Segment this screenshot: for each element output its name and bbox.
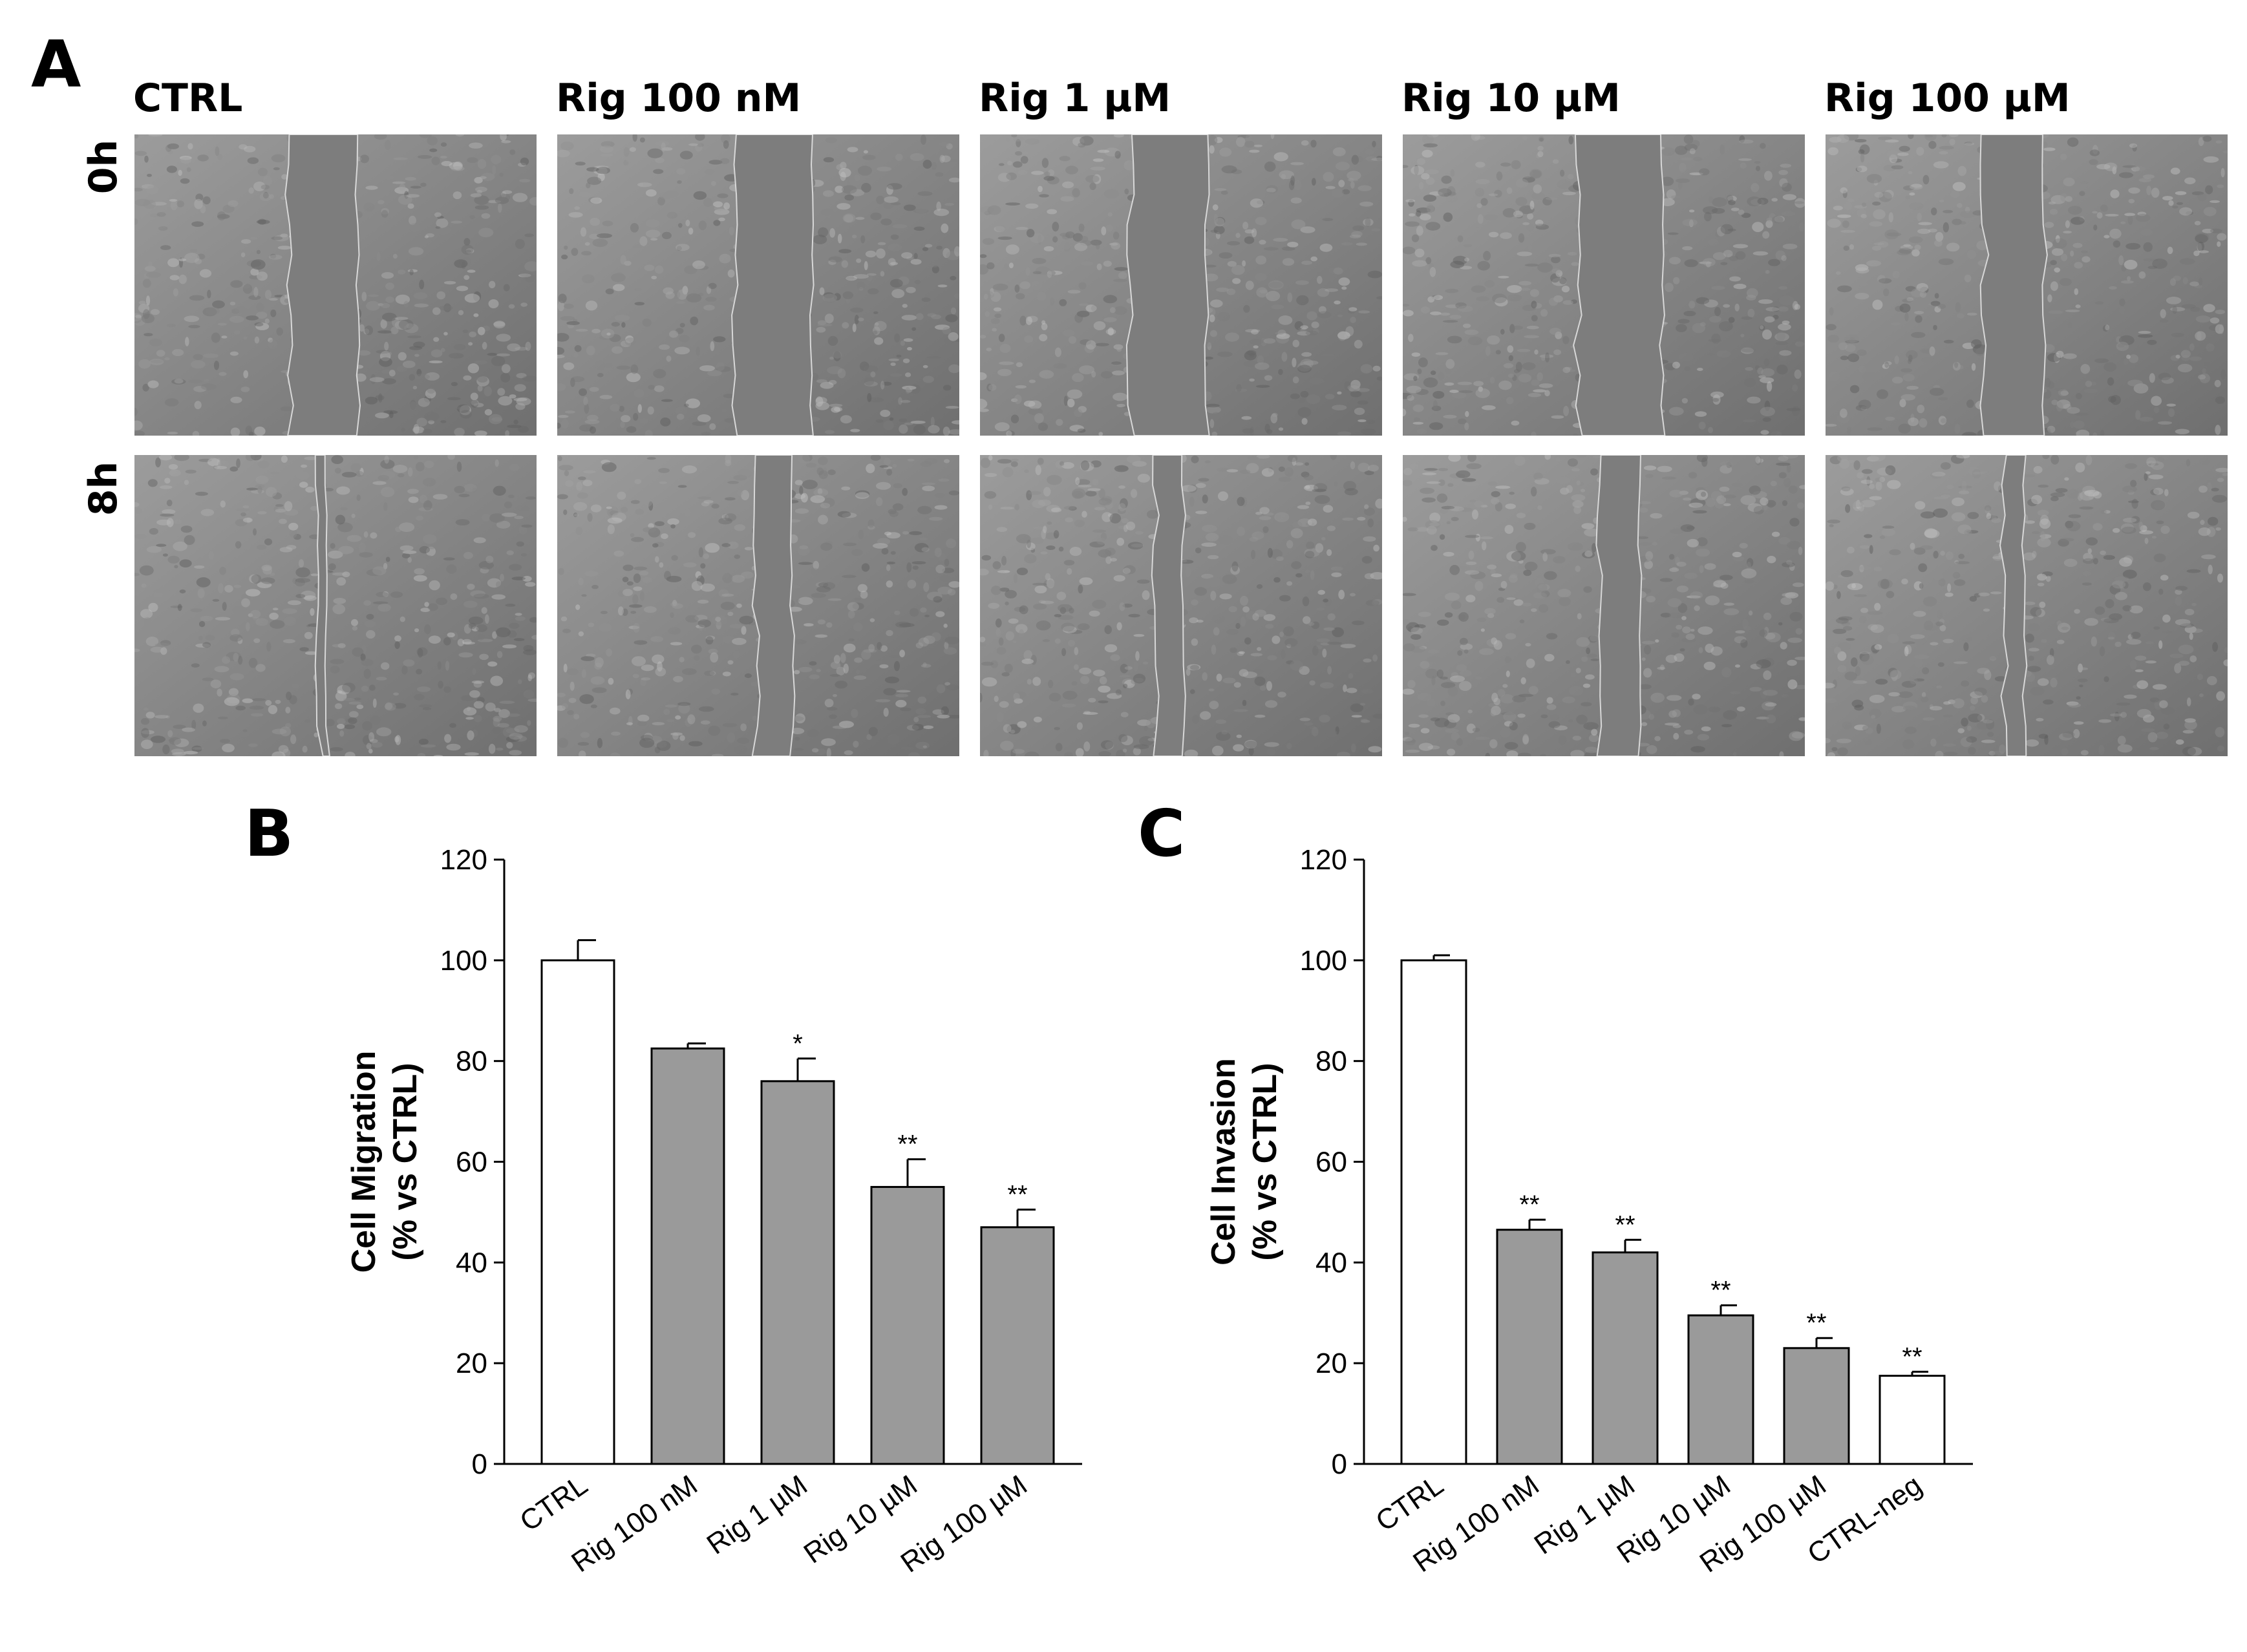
column-label-rig-100um: Rig 100 µM bbox=[1824, 76, 2071, 121]
panel-a-letter: A bbox=[31, 26, 81, 102]
significance-marker: * bbox=[793, 1030, 803, 1058]
chart-c-cell-invasion: 0 20 40 60 80 100 120 Cell Invasion (% vs CTRL) C… bbox=[1205, 844, 1973, 1579]
bar bbox=[650, 1047, 725, 1465]
significance-marker: ** bbox=[1806, 1309, 1826, 1337]
micrograph-8h-4 bbox=[1403, 455, 1805, 756]
bar bbox=[1879, 1375, 1946, 1465]
y-tick-label: 40 bbox=[1315, 1247, 1347, 1278]
significance-marker: ** bbox=[1710, 1276, 1731, 1305]
bar bbox=[1400, 959, 1467, 1465]
x-tick-label: CTRL bbox=[515, 1469, 593, 1538]
micrograph-8h-1 bbox=[134, 455, 537, 756]
y-tick-label: 120 bbox=[440, 844, 487, 876]
significance-marker: ** bbox=[1007, 1181, 1027, 1209]
y-tick-label: 20 bbox=[1315, 1348, 1347, 1379]
y-tick-label: 80 bbox=[456, 1046, 487, 1077]
row-label-8h: 8h bbox=[81, 461, 127, 516]
micrograph-8h-5 bbox=[1826, 455, 2228, 756]
bar bbox=[1496, 1229, 1563, 1465]
bar bbox=[1687, 1314, 1754, 1465]
y-tick-label: 60 bbox=[456, 1147, 487, 1178]
micrograph-0h-5 bbox=[1826, 134, 2228, 436]
y-tick-label: 20 bbox=[456, 1348, 487, 1379]
micrograph-0h-1 bbox=[134, 134, 537, 436]
y-tick-label: 100 bbox=[440, 945, 487, 977]
significance-marker: ** bbox=[1902, 1342, 1922, 1371]
column-label-rig-1um: Rig 1 µM bbox=[979, 76, 1171, 121]
micrograph-0h-2 bbox=[557, 134, 959, 436]
bar bbox=[540, 959, 615, 1465]
micrograph-0h-3 bbox=[980, 134, 1382, 436]
micrograph-8h-3 bbox=[980, 455, 1382, 756]
significance-marker: ** bbox=[1519, 1191, 1539, 1219]
bar bbox=[870, 1185, 945, 1465]
y-tick-label: 120 bbox=[1300, 844, 1347, 876]
significance-marker: ** bbox=[897, 1130, 917, 1159]
bar bbox=[1592, 1251, 1659, 1465]
y-tick-label: 100 bbox=[1300, 945, 1347, 977]
panel-b-letter: B bbox=[244, 796, 294, 871]
y-tick-label: 40 bbox=[456, 1247, 487, 1278]
y-axis-label: Cell Migration (% vs CTRL) bbox=[345, 1051, 424, 1273]
x-tick-label: CTRL bbox=[1370, 1469, 1449, 1538]
y-tick-label: 0 bbox=[1332, 1448, 1347, 1480]
y-tick-label: 80 bbox=[1315, 1046, 1347, 1077]
row-label-0h: 0h bbox=[81, 139, 127, 195]
chart-b-cell-migration: 0 20 40 60 80 100 120 Cell Migration (% vs CTRL)… bbox=[345, 844, 1082, 1579]
panel-c-letter: C bbox=[1138, 796, 1186, 871]
y-tick-label: 60 bbox=[1315, 1147, 1347, 1178]
column-label-ctrl: CTRL bbox=[133, 76, 243, 121]
bar bbox=[760, 1080, 835, 1465]
micrograph-0h-4 bbox=[1403, 134, 1805, 436]
column-label-rig-10um: Rig 10 µM bbox=[1401, 76, 1621, 121]
bar bbox=[980, 1226, 1055, 1465]
x-tick-label: Rig 1 µM bbox=[701, 1469, 813, 1561]
micrograph-8h-2 bbox=[557, 455, 959, 756]
significance-marker: ** bbox=[1615, 1211, 1635, 1239]
y-tick-label: 0 bbox=[472, 1448, 487, 1480]
y-axis-label: Cell Invasion (% vs CTRL) bbox=[1205, 1058, 1284, 1265]
column-label-rig-100nm: Rig 100 nM bbox=[556, 76, 802, 121]
bar bbox=[1783, 1347, 1850, 1465]
